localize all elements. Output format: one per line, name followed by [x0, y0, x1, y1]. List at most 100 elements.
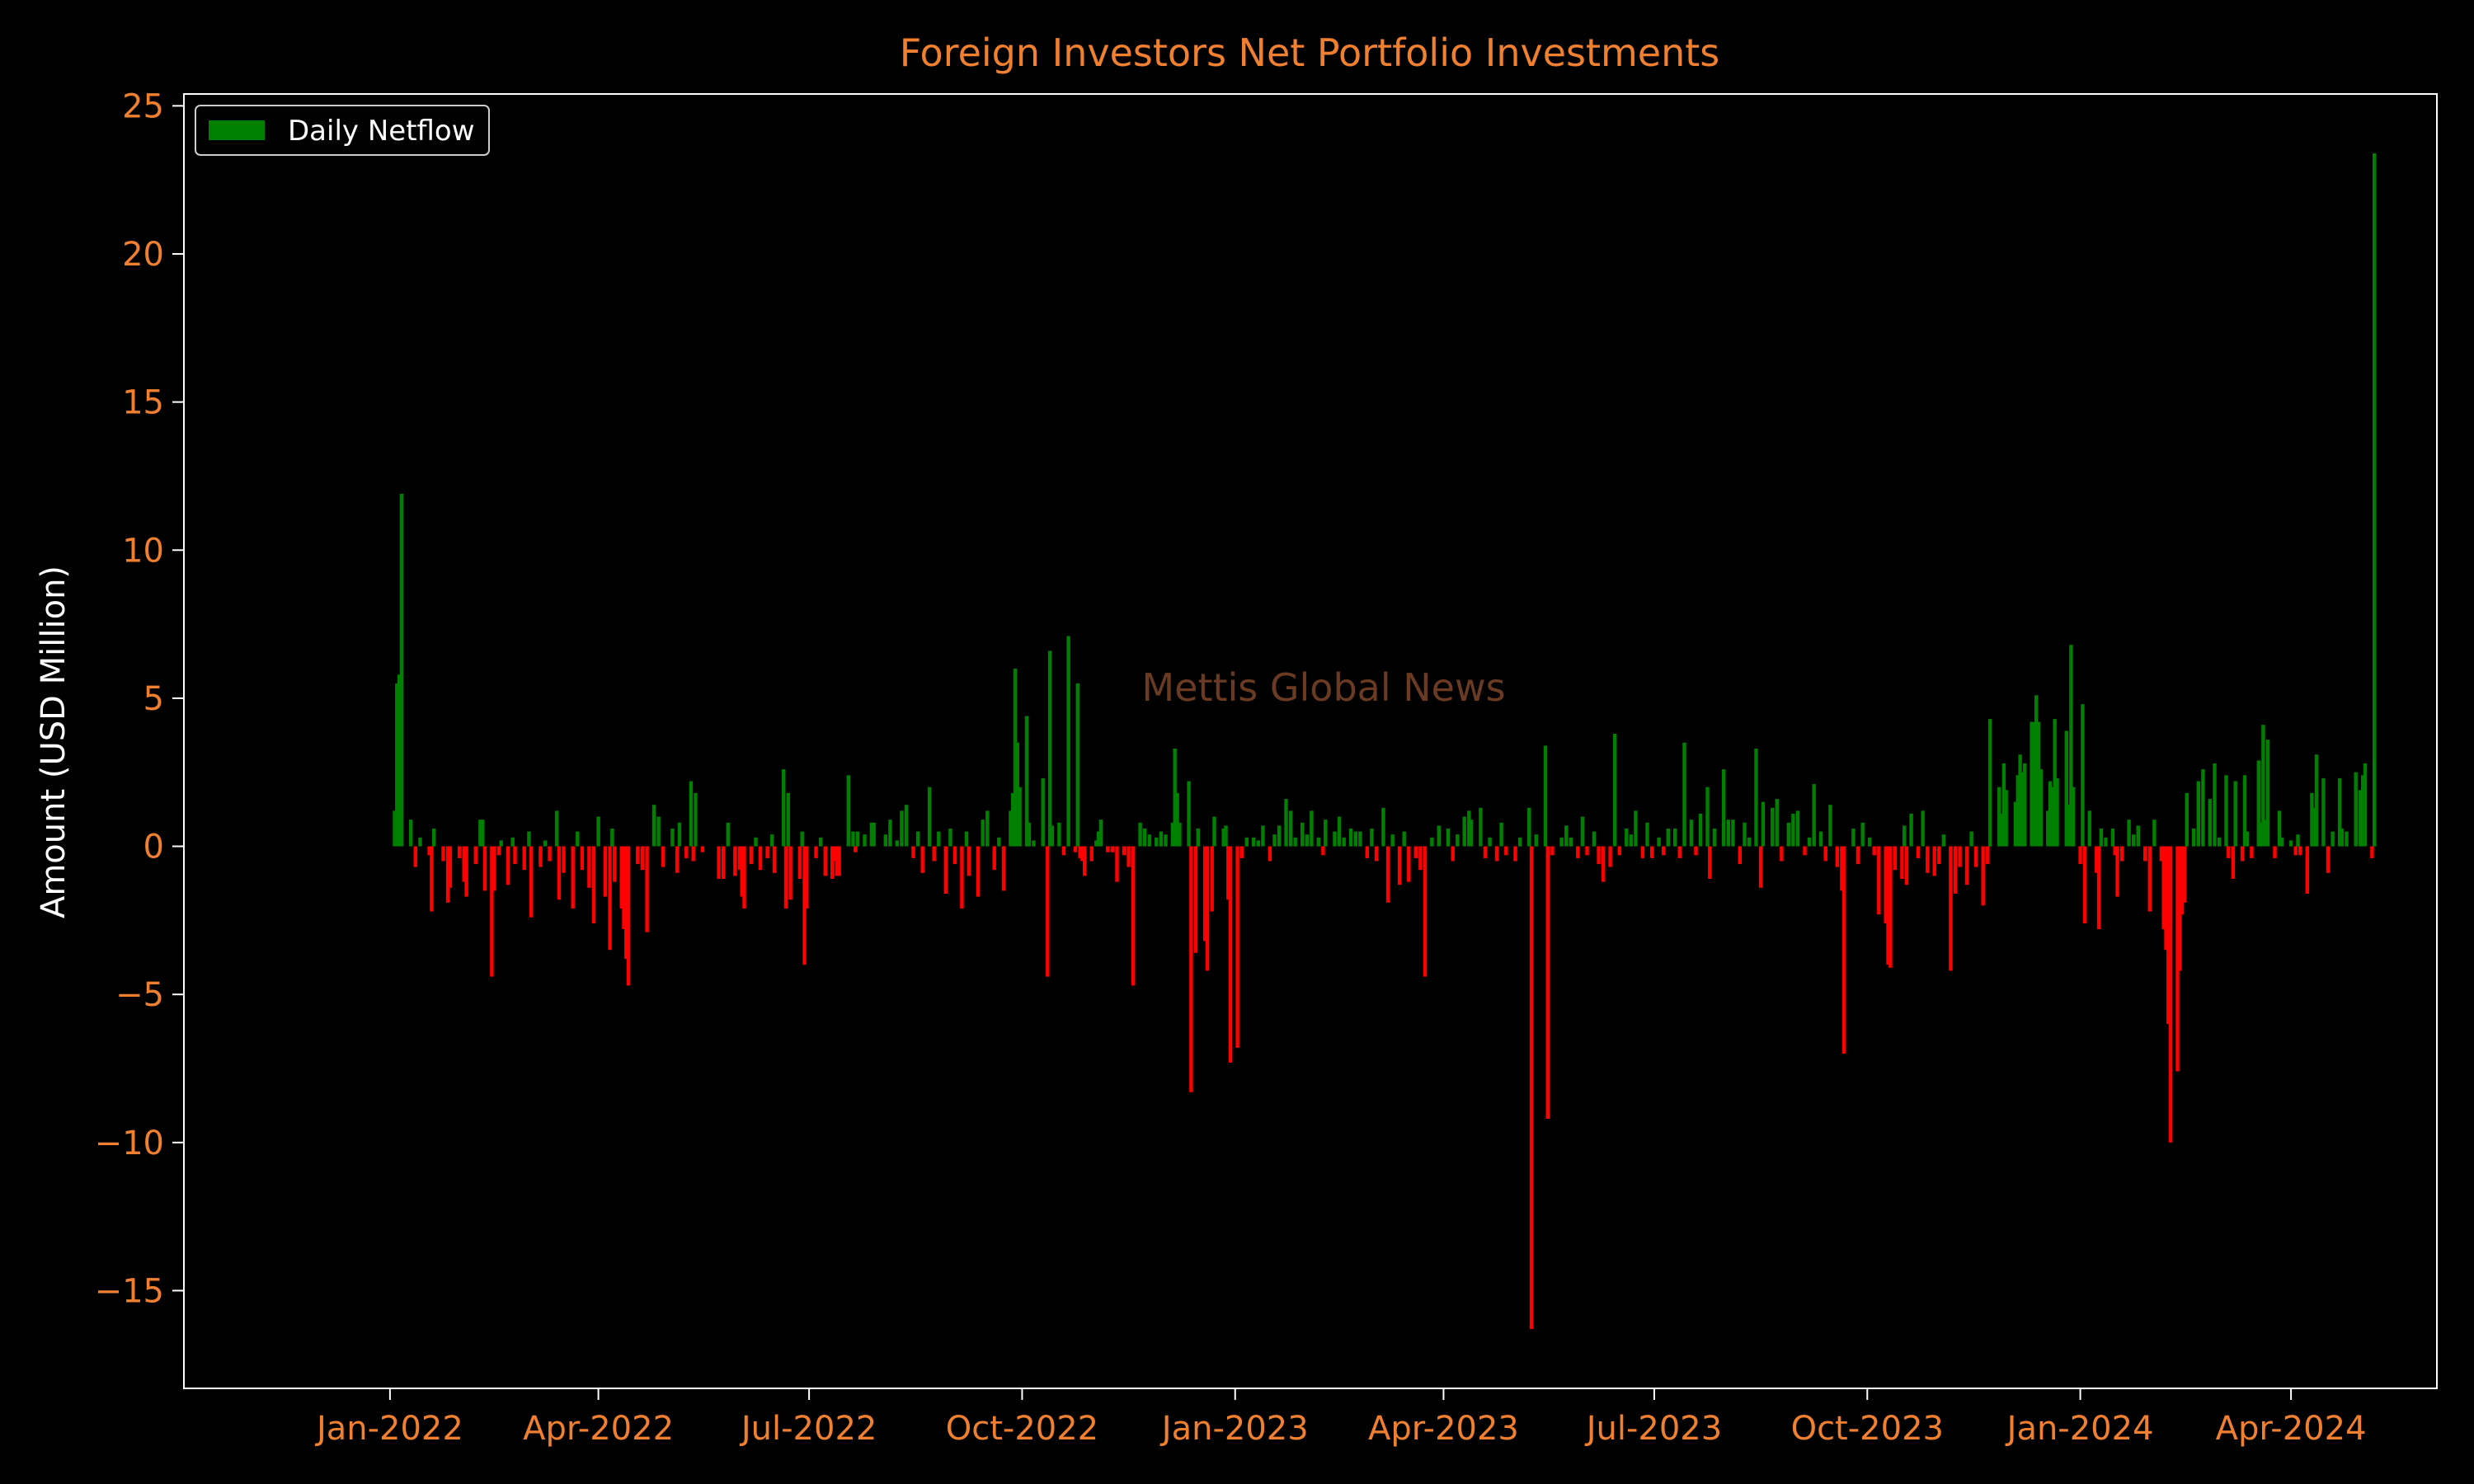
y-tick-label: −15	[95, 1272, 164, 1310]
bar-mark	[1958, 846, 1962, 867]
bar-mark	[1974, 846, 1978, 867]
bar-mark	[1027, 822, 1032, 847]
legend: Daily Netflow	[195, 105, 490, 156]
bar-mark	[1969, 831, 1973, 847]
bar-mark	[1877, 846, 1881, 915]
bar-mark	[1126, 846, 1131, 867]
bar-mark	[2273, 846, 2277, 858]
bar-mark	[851, 831, 855, 847]
bar-mark	[499, 840, 503, 847]
bar-mark	[448, 846, 453, 888]
bar-mark	[1310, 810, 1314, 847]
bar-mark	[1613, 734, 1617, 847]
bar-mark	[622, 846, 626, 930]
bar-mark	[462, 846, 466, 882]
bar-mark	[920, 846, 924, 873]
bar-mark	[1164, 834, 1168, 847]
bar-mark	[557, 846, 562, 900]
y-tick-label: 25	[122, 87, 164, 125]
bar-mark	[2370, 846, 2374, 858]
bar-mark	[722, 846, 726, 879]
bar-mark	[1738, 846, 1742, 865]
bar-mark	[399, 494, 404, 847]
bar-mark	[2164, 846, 2168, 951]
bar-mark	[1437, 825, 1441, 847]
bar-mark	[2227, 846, 2231, 858]
bar-mark	[1726, 819, 1730, 847]
bar-mark	[997, 837, 1001, 847]
bar-mark	[1650, 846, 1654, 858]
bar-mark	[1075, 683, 1079, 847]
bar-mark	[726, 822, 730, 847]
bar-mark	[818, 837, 823, 847]
bar-mark	[1175, 792, 1179, 847]
bar-mark	[937, 831, 941, 847]
x-tick-label: Jul-2023	[1584, 1410, 1723, 1448]
bar-mark	[2196, 781, 2200, 847]
bar-mark	[967, 846, 971, 876]
bar-mark	[1666, 829, 1670, 847]
bar-mark	[1856, 846, 1860, 865]
bar-mark	[2182, 846, 2187, 903]
bar-mark	[1374, 846, 1379, 862]
bar-mark	[2373, 153, 2377, 847]
bar-mark	[802, 846, 807, 965]
bar-mark	[2180, 846, 2185, 915]
bar-mark	[1888, 846, 1893, 968]
bar-mark	[490, 846, 494, 977]
bar-mark	[2288, 840, 2293, 847]
bar-mark	[2004, 790, 2008, 847]
bar-mark	[1812, 784, 1816, 847]
bar-mark	[758, 846, 763, 871]
bar-mark	[1221, 829, 1225, 847]
bar-mark	[610, 829, 614, 847]
bar-mark	[513, 846, 517, 865]
bar-mark	[626, 846, 631, 986]
bar-mark	[737, 846, 742, 871]
bar-mark	[418, 837, 422, 847]
bar-mark	[1694, 846, 1698, 856]
bar-mark	[1110, 846, 1115, 852]
bar-mark	[900, 810, 904, 847]
bar-mark	[694, 792, 698, 847]
bar-mark	[2069, 645, 2073, 847]
bar-mark	[800, 831, 804, 847]
bar-mark	[749, 846, 754, 865]
bar-mark	[1467, 810, 1471, 847]
bar-mark	[1203, 846, 1207, 942]
bar-mark	[1342, 837, 1346, 847]
bar-mark	[1143, 829, 1147, 847]
bar-mark	[1178, 822, 1182, 847]
bar-mark	[1682, 742, 1686, 847]
bar-mark	[1284, 799, 1288, 847]
bar-mark	[1390, 834, 1395, 847]
bar-mark	[1456, 834, 1460, 847]
bar-mark	[496, 846, 501, 856]
x-tick-label: Apr-2022	[523, 1410, 674, 1448]
bar-mark	[432, 829, 436, 847]
x-tick-label: Jan-2022	[314, 1410, 463, 1448]
bar-mark	[2078, 846, 2082, 865]
bar-mark	[1705, 787, 1710, 847]
bar-mark	[478, 819, 482, 847]
bar-mark	[1050, 825, 1055, 847]
bar-mark	[1009, 810, 1013, 847]
bar-mark	[492, 846, 496, 891]
bar-mark	[1316, 837, 1320, 847]
bar-mark	[571, 846, 575, 909]
bar-mark	[2152, 819, 2157, 847]
bar-mark	[1527, 807, 1531, 847]
bar-mark	[527, 831, 531, 847]
bar-mark	[1937, 846, 1941, 865]
bar-mark	[1096, 831, 1101, 847]
legend-label: Daily Netflow	[288, 115, 475, 148]
bar-mark	[981, 819, 985, 847]
bar-mark	[2143, 846, 2147, 862]
bar-mark	[2095, 846, 2099, 873]
bar-mark	[1677, 846, 1681, 858]
bar-mark	[2250, 846, 2254, 858]
bar-mark	[473, 846, 477, 865]
bar-mark	[835, 846, 839, 876]
bar-mark	[1261, 825, 1265, 847]
